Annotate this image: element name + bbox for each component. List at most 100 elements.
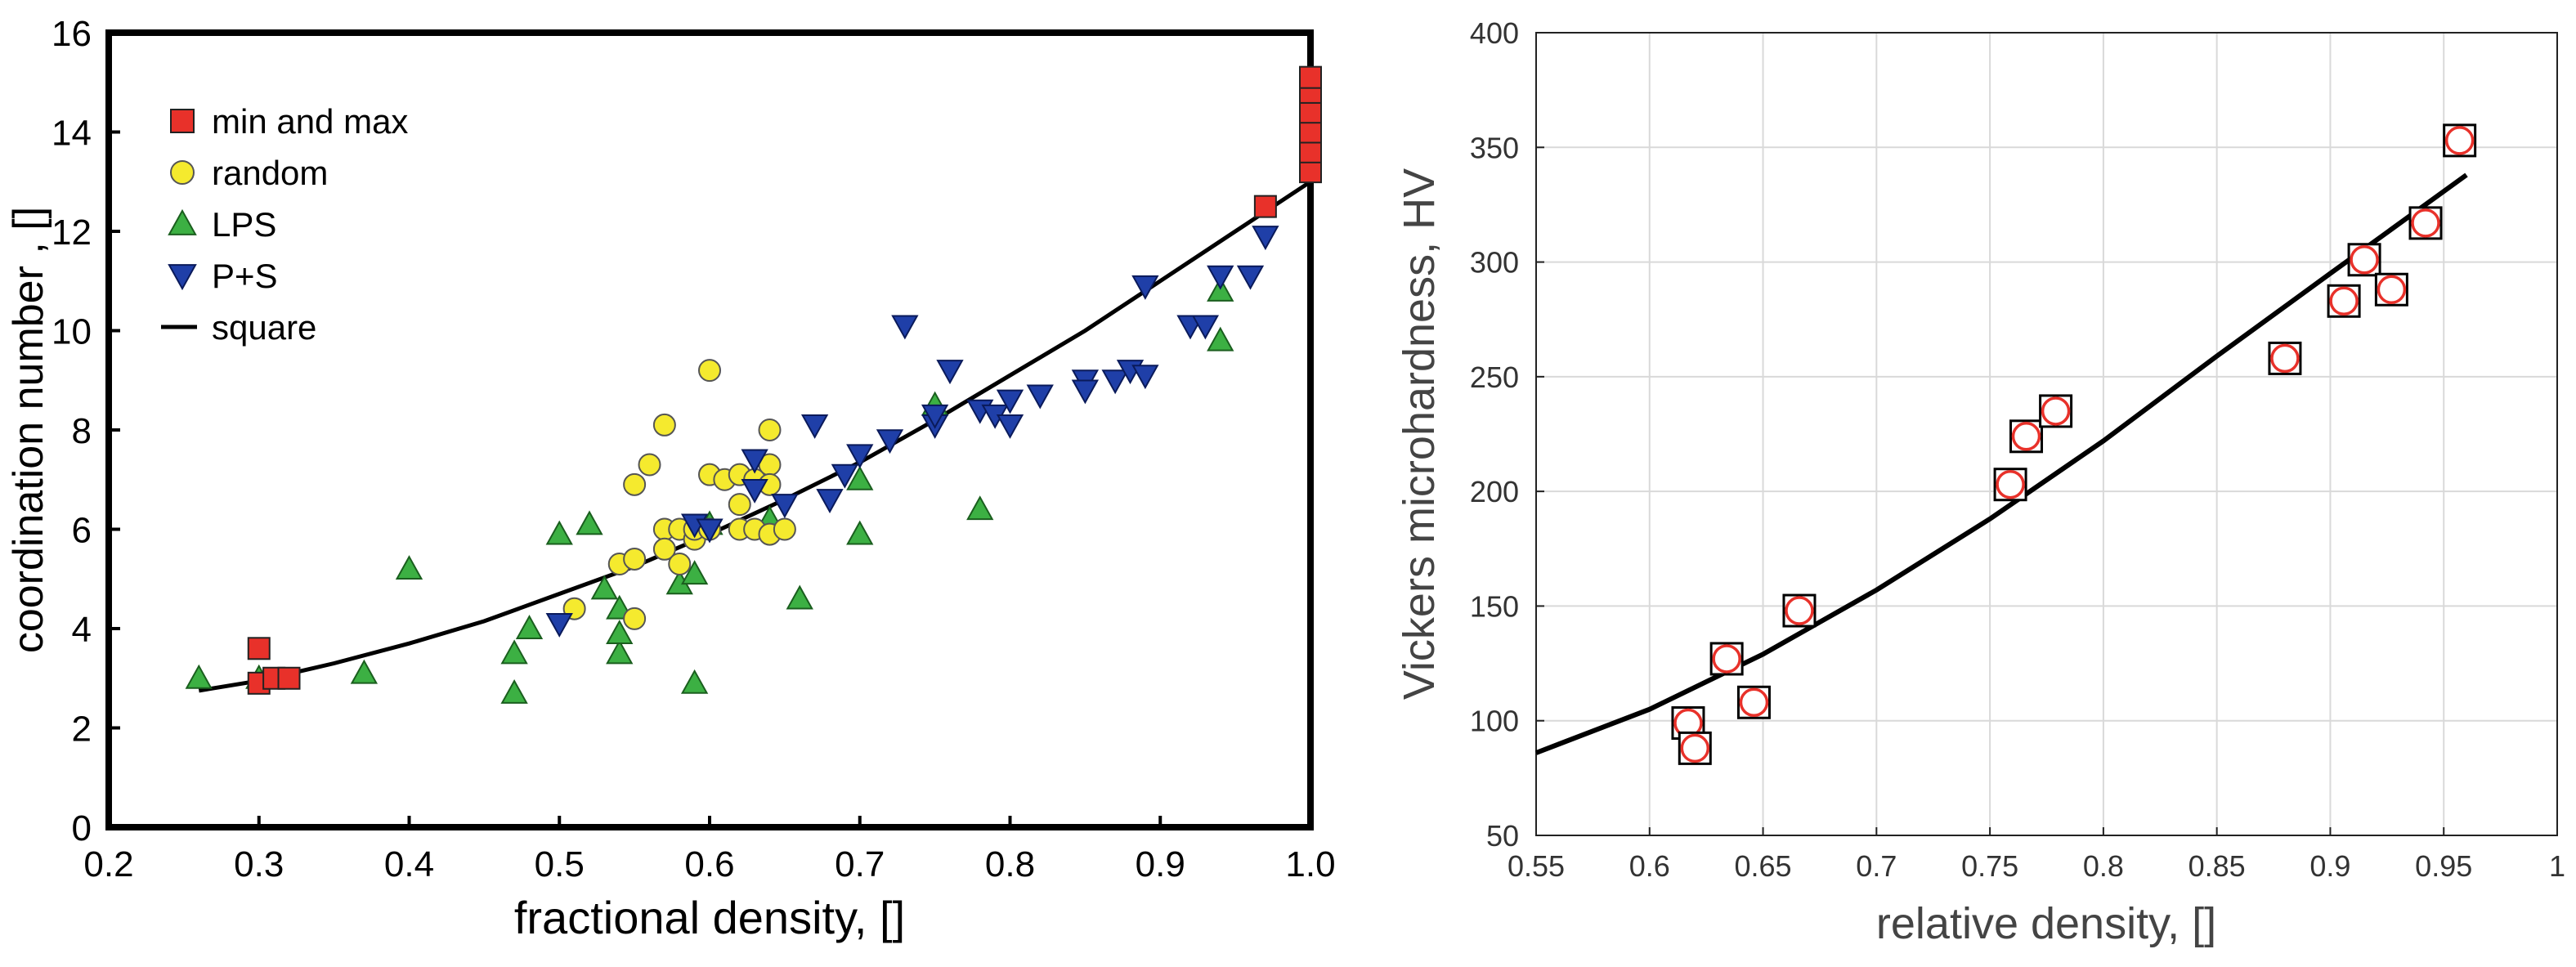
random-point (668, 553, 692, 576)
p-s-point (771, 494, 799, 519)
left-x-tick-label: 0.4 (384, 844, 434, 884)
right-x-tick-label: 0.65 (1735, 849, 1792, 883)
left-y-tick-label: 10 (52, 312, 92, 352)
hardness-point (2443, 123, 2477, 158)
hardness-point-circle (2041, 396, 2071, 426)
right-y-tick-label: 100 (1470, 705, 1519, 738)
left-x-axis-title: fractional density, [] (514, 892, 905, 943)
lps-point (590, 575, 619, 600)
random-point (698, 359, 721, 383)
lps-point (1207, 326, 1234, 351)
left-y-tick-label: 0 (72, 808, 92, 848)
min-and-max-point (1299, 160, 1322, 184)
hardness-point-circle (2377, 275, 2407, 304)
p-s-point (800, 414, 829, 439)
left-legend: min and max random LPS P+S square (161, 102, 408, 347)
p-s-point (936, 360, 964, 385)
hardness-point-circle (2329, 286, 2359, 316)
legend-random-swatch (170, 160, 195, 185)
right-x-tick-label: 0.6 (1629, 849, 1670, 883)
hardness-point (1671, 706, 1705, 741)
left-y-tick-label: 8 (72, 411, 92, 451)
lps-point (515, 614, 544, 639)
p-s-point (891, 315, 919, 340)
random-point (773, 517, 796, 541)
p-s-point (1026, 384, 1054, 410)
lps-point (680, 560, 709, 585)
legend-min-and-max-swatch (170, 109, 195, 133)
min-and-max-point (1299, 140, 1322, 163)
left-y-tick-label: 2 (72, 710, 92, 750)
random-point (638, 453, 661, 477)
p-s-point (1191, 315, 1220, 340)
legend-p-s-label: P+S (212, 257, 278, 295)
p-s-point (1101, 369, 1129, 395)
p-s-point (921, 404, 949, 429)
hardness-point-circle (1712, 644, 1741, 674)
right-x-axis-title: relative density, [] (1876, 899, 2216, 948)
left-x-tick-label: 0.3 (234, 844, 284, 884)
lps-point (606, 620, 634, 645)
hardness-point (2347, 243, 2381, 277)
lps-point (395, 555, 423, 580)
left-x-tick-label: 0.6 (684, 844, 734, 884)
right-plot-area (1536, 33, 2557, 835)
hardness-point-circle (1996, 469, 2025, 499)
legend-random-label: random (212, 154, 328, 192)
random-point (728, 493, 751, 517)
hardness-point (2039, 394, 2073, 428)
hardness-point (1678, 731, 1712, 765)
hardness-point (2009, 419, 2044, 454)
right-x-tick-label: 1 (2549, 849, 2565, 883)
p-s-point (1071, 379, 1100, 405)
min-and-max-point (1253, 195, 1277, 218)
lps-point (846, 465, 874, 490)
hardness-point-circle (2444, 126, 2475, 155)
right-y-tick-label: 400 (1470, 16, 1519, 50)
left-y-tick-label: 4 (72, 610, 92, 650)
p-s-point (696, 518, 724, 544)
lps-point (606, 639, 634, 665)
lps-point (185, 664, 213, 689)
legend-square-label: square (212, 308, 316, 347)
hardness-point-circle (2011, 422, 2041, 451)
right-y-tick-label: 150 (1470, 589, 1519, 623)
right-x-tick-label: 0.55 (1508, 849, 1565, 883)
random-point (623, 472, 647, 496)
left-x-tick-label: 0.9 (1136, 844, 1185, 884)
left-x-tick-label: 1.0 (1285, 844, 1335, 884)
min-and-max-point (247, 637, 271, 660)
hardness-point (1993, 468, 2027, 502)
legend-lps-swatch (168, 208, 197, 235)
hardness-point (2327, 284, 2361, 318)
left-y-tick-label: 12 (52, 213, 92, 253)
p-s-point (545, 612, 573, 638)
p-s-point (831, 463, 859, 489)
p-s-point (741, 449, 768, 474)
hardness-point-circle (2350, 245, 2379, 275)
right-x-axis-title-text: relative density, [] (1876, 899, 2216, 948)
left-plot-frame (105, 29, 1314, 830)
hardness-point-circle (2270, 343, 2300, 374)
p-s-point (996, 389, 1024, 414)
random-point (758, 419, 782, 441)
left-x-tick-label: 0.2 (83, 844, 133, 884)
lps-point (680, 669, 709, 694)
right-x-tick-label: 0.8 (2083, 849, 2124, 883)
right-x-tick-label: 0.85 (2188, 849, 2246, 883)
min-and-max-point (1299, 65, 1322, 89)
lps-point (846, 520, 874, 545)
random-point (623, 607, 647, 630)
hardness-point (2268, 341, 2302, 375)
lps-point (350, 659, 379, 684)
left-x-tick-label: 0.5 (535, 844, 585, 884)
legend-p-s-swatch (168, 264, 197, 291)
right-x-tick-label: 0.95 (2415, 849, 2472, 883)
p-s-point (1131, 365, 1159, 390)
left-y-axis-title-text: coordination number , [] (5, 207, 52, 653)
square-fit-line (198, 180, 1312, 693)
hardness-point-circle (1680, 733, 1710, 763)
random-point (623, 547, 647, 571)
left-y-tick-label: 6 (72, 511, 92, 551)
